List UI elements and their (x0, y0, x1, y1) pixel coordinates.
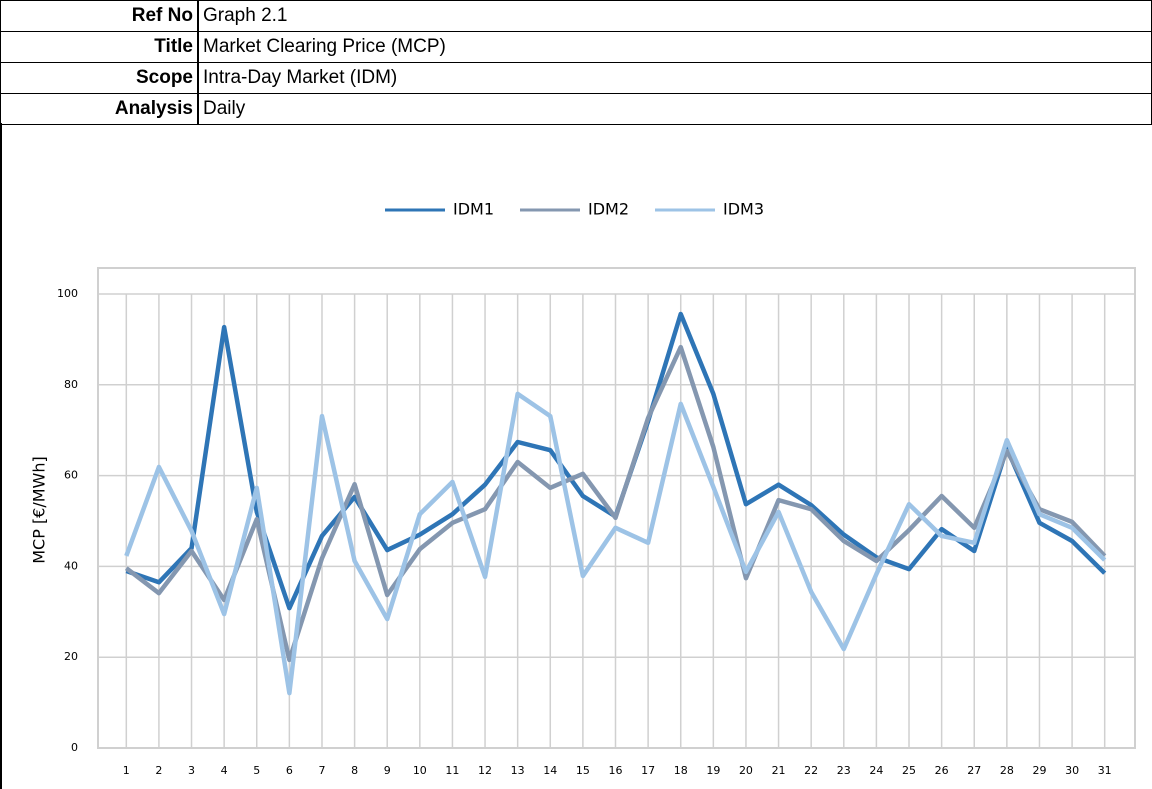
header-row: Ref No Graph 2.1 (1, 1, 1151, 32)
x-tick-label: 29 (1032, 764, 1046, 777)
x-tick-label: 21 (772, 764, 786, 777)
y-tick-label: 0 (71, 741, 78, 754)
header-value: Market Clearing Price (MCP) (203, 36, 446, 57)
legend-label: IDM2 (588, 200, 629, 219)
x-tick-label: 4 (221, 764, 228, 777)
x-tick-label: 16 (609, 764, 623, 777)
x-tick-label: 8 (351, 764, 358, 777)
x-tick-label: 31 (1098, 764, 1112, 777)
x-tick-label: 22 (804, 764, 818, 777)
x-tick-label: 18 (674, 764, 688, 777)
header-value: Graph 2.1 (203, 5, 288, 26)
header-row: Title Market Clearing Price (MCP) (1, 32, 1151, 63)
header-label: Title (1, 32, 199, 62)
series-line (124, 344, 1107, 663)
header-row: Scope Intra-Day Market (IDM) (1, 63, 1151, 94)
series-line (124, 391, 1107, 696)
x-tick-label: 7 (318, 764, 325, 777)
header-value: Daily (203, 98, 246, 119)
y-tick-label: 40 (64, 559, 78, 572)
y-axis-label: MCP [€/MWh] (30, 456, 49, 564)
x-tick-label: 25 (902, 764, 916, 777)
y-tick-label: 20 (64, 650, 78, 663)
x-tick-label: 1 (123, 764, 130, 777)
x-tick-label: 28 (1000, 764, 1014, 777)
x-tick-label: 6 (286, 764, 293, 777)
x-tick-label: 5 (253, 764, 260, 777)
x-tick-label: 20 (739, 764, 753, 777)
x-tick-label: 17 (641, 764, 655, 777)
x-tick-label: 30 (1065, 764, 1079, 777)
header-row: Analysis Daily (1, 94, 1151, 125)
x-tick-label: 11 (445, 764, 459, 777)
x-tick-label: 23 (837, 764, 851, 777)
header-value: Intra-Day Market (IDM) (203, 67, 398, 88)
legend-label: IDM3 (723, 200, 764, 219)
y-tick-label: 60 (64, 469, 78, 482)
x-tick-label: 27 (967, 764, 981, 777)
header-label: Scope (1, 63, 199, 93)
x-tick-label: 19 (706, 764, 720, 777)
legend-label: IDM1 (453, 200, 494, 219)
header-table: Ref No Graph 2.1 Title Market Clearing Pri… (0, 0, 1152, 125)
chart-area (0, 123, 1152, 789)
x-tick-label: 2 (155, 764, 162, 777)
x-tick-label: 10 (413, 764, 427, 777)
x-tick-label: 13 (511, 764, 525, 777)
header-label: Ref No (1, 1, 199, 31)
y-tick-label: 80 (64, 378, 78, 391)
x-tick-label: 24 (869, 764, 883, 777)
x-tick-label: 3 (188, 764, 195, 777)
x-tick-label: 14 (543, 764, 557, 777)
x-tick-label: 9 (384, 764, 391, 777)
y-tick-label: 100 (57, 287, 78, 300)
x-tick-label: 26 (935, 764, 949, 777)
header-label: Analysis (1, 94, 199, 124)
x-tick-label: 12 (478, 764, 492, 777)
x-tick-label: 15 (576, 764, 590, 777)
